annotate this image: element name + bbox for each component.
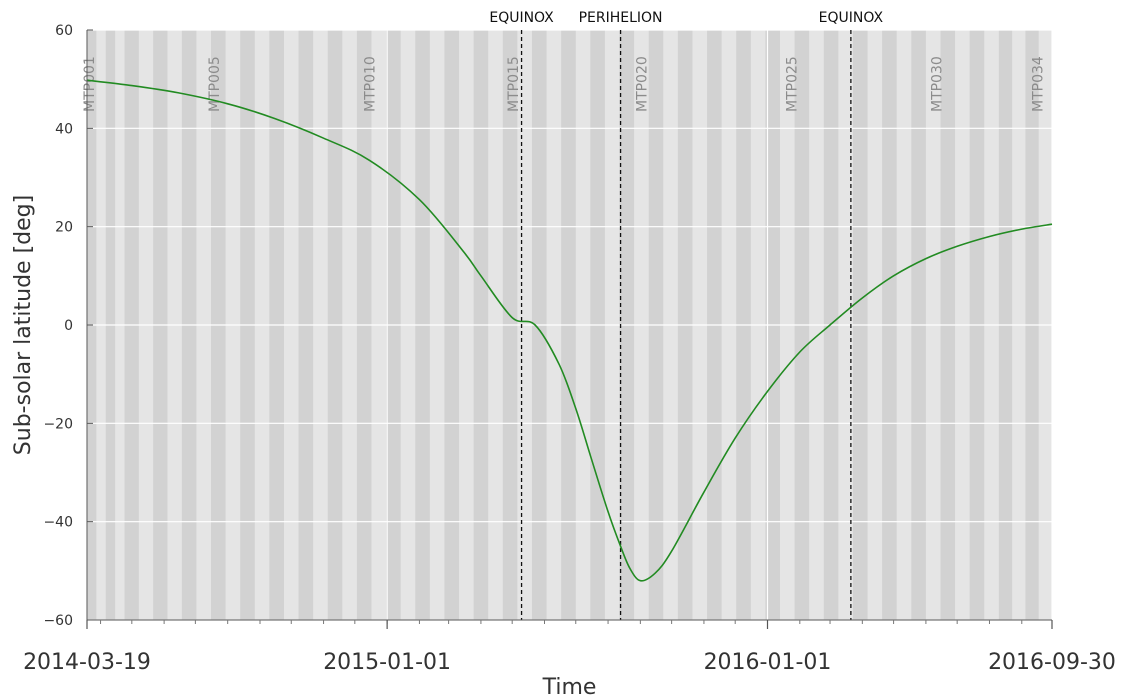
vertical-markers: EQUINOX PERIHELION EQUINOX xyxy=(489,10,883,620)
event-label: EQUINOX xyxy=(819,10,884,26)
mtp-label: MTP015 xyxy=(506,56,522,112)
x-tick-label: 2016-01-01 xyxy=(704,650,832,675)
y-tick-label: 20 xyxy=(55,220,73,236)
mtp-label: MTP030 xyxy=(929,56,945,112)
event-label: PERIHELION xyxy=(579,10,663,26)
mtp-label: MTP020 xyxy=(634,56,650,112)
mtp-label: MTP001 xyxy=(82,56,98,112)
y-tick-label: −40 xyxy=(43,515,73,531)
mtp-labels: MTP001 MTP005 MTP010 MTP015 MTP020 MTP025 MTP0… xyxy=(82,56,1046,112)
y-tick-label: −60 xyxy=(43,613,73,629)
y-tick-label: 60 xyxy=(55,23,73,39)
x-tick-label: 2014-03-19 xyxy=(23,650,151,675)
event-label: EQUINOX xyxy=(489,10,554,26)
y-tick-label: 0 xyxy=(64,318,73,334)
series xyxy=(86,79,1053,582)
x-tick-label: 2016-09-30 xyxy=(988,650,1116,675)
mtp-label: MTP010 xyxy=(362,56,378,112)
axes: 60 40 20 0 −20 −40 −60 2014-03-19 2015-01-01 2016… xyxy=(23,23,1116,675)
x-axis-label: Time xyxy=(542,675,597,699)
mtp-label: MTP034 xyxy=(1030,56,1046,112)
mtp-label: MTP025 xyxy=(784,56,800,112)
y-axis-label: Sub-solar latitude [deg] xyxy=(11,195,36,455)
y-tick-label: −20 xyxy=(43,416,73,432)
x-tick-label: 2015-01-01 xyxy=(323,650,451,675)
series-line xyxy=(86,79,1053,582)
y-tick-label: 40 xyxy=(55,121,73,137)
mtp-label: MTP005 xyxy=(207,56,223,112)
